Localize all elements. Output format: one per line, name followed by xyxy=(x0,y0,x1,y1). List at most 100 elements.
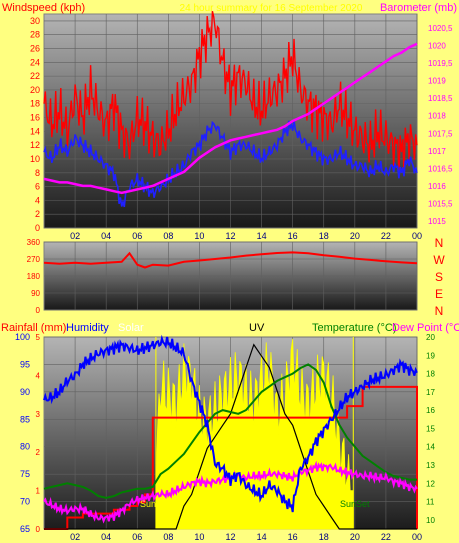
compass-label: E xyxy=(435,287,443,301)
solar-label: Solar xyxy=(118,322,144,334)
temperature-line xyxy=(43,363,417,499)
humidity-y-tick: 75 xyxy=(20,469,30,479)
humidity-line xyxy=(43,334,418,513)
humidity-y-tick: 100 xyxy=(15,332,30,342)
wind-y-tick: 24 xyxy=(30,57,40,67)
humidity-label: Humidity xyxy=(66,322,109,334)
rain-y-tick: 1 xyxy=(36,487,41,496)
temperature-y-tick: 19 xyxy=(426,351,435,360)
summary-x-tick: 10 xyxy=(194,532,204,542)
summary-x-tick: 20 xyxy=(350,532,360,542)
temperature-y-tick: 15 xyxy=(426,424,435,433)
temperature-y-tick: 13 xyxy=(426,461,435,470)
direction-series xyxy=(43,251,418,269)
sunrise-label: SunRise xyxy=(140,499,174,509)
wind-y-tick: 0 xyxy=(35,223,40,233)
summary-x-ticks: 02 04 06 08 10 12 14 16 18 20 22 00 xyxy=(70,532,422,542)
barometer-y-tick: 1017 xyxy=(428,147,446,156)
direction-y-tick: 360 xyxy=(27,238,41,247)
wind-axis-title: Windspeed (kph) xyxy=(2,2,85,14)
wind-x-tick: 04 xyxy=(101,231,111,241)
temperature-y-tick: 11 xyxy=(426,498,435,507)
wind-y-tick: 12 xyxy=(30,140,40,150)
summary-series xyxy=(43,334,418,530)
rain-y-tick: 3 xyxy=(36,410,41,419)
barometer-y-tick: 1017,5 xyxy=(428,129,453,138)
temperature-y-tick: 16 xyxy=(426,406,435,415)
rain-y-tick: 0 xyxy=(36,525,41,534)
rain-y-tick: 2 xyxy=(36,448,41,457)
direction-line xyxy=(43,251,418,269)
barometer-y-tick: 1016 xyxy=(428,182,446,191)
summary-x-tick: 12 xyxy=(225,532,235,542)
rain-y-tick: 5 xyxy=(36,333,41,342)
humidity-y-tick: 85 xyxy=(20,414,30,424)
summary-x-tick: 18 xyxy=(319,532,329,542)
wind-y-tick: 26 xyxy=(30,44,40,54)
barometer-y-tick: 1015,5 xyxy=(428,199,453,208)
temperature-y-tick: 20 xyxy=(426,333,435,342)
wind-x-tick: 18 xyxy=(319,231,329,241)
humidity-y-tick: 90 xyxy=(20,387,30,397)
direction-y-ticks: 0 90 180 270 360 xyxy=(27,238,41,315)
wind-y-tick: 4 xyxy=(35,195,40,205)
wind-x-tick: 16 xyxy=(288,231,298,241)
wind-x-tick: 08 xyxy=(163,231,173,241)
summary-x-tick: 16 xyxy=(288,532,298,542)
sunset-label: SunSet xyxy=(340,499,370,509)
wind-x-tick: 22 xyxy=(381,231,391,241)
direction-y-tick: 90 xyxy=(31,289,40,298)
summary-x-tick: 06 xyxy=(132,532,142,542)
temperature-y-tick: 12 xyxy=(426,479,435,488)
wind-y-tick: 28 xyxy=(30,30,40,40)
summary-x-tick: 14 xyxy=(257,532,267,542)
temperature-y-ticks: 10 11 12 13 14 15 16 17 18 19 20 xyxy=(426,333,435,525)
barometer-y-tick: 1019 xyxy=(428,77,446,86)
wind-x-ticks: 02 04 06 08 10 12 14 16 18 20 22 00 xyxy=(70,231,422,241)
wind-y-tick: 8 xyxy=(35,168,40,178)
barometer-y-ticks: 1015 1015,5 1016 1016,5 1017 1017,5 1018 1018,5… xyxy=(428,24,453,226)
compass-label: S xyxy=(435,270,443,284)
humidity-y-tick: 80 xyxy=(20,442,30,452)
chart-title: 24 hour summary for 16 September 2020 xyxy=(180,3,363,14)
average-wind-line xyxy=(43,119,418,208)
summary-x-tick: 08 xyxy=(163,532,173,542)
rainfall-line xyxy=(44,385,418,530)
wind-x-tick: 20 xyxy=(350,231,360,241)
wind-x-tick: 02 xyxy=(70,231,80,241)
compass-label: W xyxy=(433,253,445,267)
wind-y-tick: 16 xyxy=(30,113,40,123)
barometer-line xyxy=(43,42,418,195)
wind-x-tick: 14 xyxy=(257,231,267,241)
summary-x-tick: 00 xyxy=(412,532,422,542)
direction-y-tick: 0 xyxy=(36,306,41,315)
uv-label: UV xyxy=(249,322,265,334)
wind-x-tick: 06 xyxy=(132,231,142,241)
barometer-y-tick: 1020 xyxy=(428,42,446,51)
wind-series xyxy=(43,11,418,208)
dewpoint-label: Dew Point (°C) xyxy=(392,322,459,334)
direction-y-tick: 270 xyxy=(27,255,41,264)
wind-y-tick: 2 xyxy=(35,209,40,219)
temperature-y-tick: 10 xyxy=(426,516,435,525)
wind-y-tick: 20 xyxy=(30,85,40,95)
humidity-y-tick: 65 xyxy=(20,524,30,534)
summary-x-tick: 22 xyxy=(381,532,391,542)
rain-y-tick: 4 xyxy=(36,371,41,380)
compass-label: N xyxy=(435,236,444,250)
wind-x-tick: 10 xyxy=(194,231,204,241)
gust-line xyxy=(43,11,418,176)
wind-y-tick: 18 xyxy=(30,99,40,109)
direction-y-tick: 180 xyxy=(27,272,41,281)
barometer-y-tick: 1018 xyxy=(428,112,446,121)
wind-x-tick: 00 xyxy=(412,231,422,241)
wind-y-tick: 14 xyxy=(30,126,40,136)
wind-x-tick: 12 xyxy=(225,231,235,241)
wind-y-tick: 10 xyxy=(30,154,40,164)
uv-line xyxy=(44,343,417,530)
humidity-y-tick: 95 xyxy=(20,359,30,369)
temperature-label: Temperature (°C) xyxy=(312,322,396,334)
